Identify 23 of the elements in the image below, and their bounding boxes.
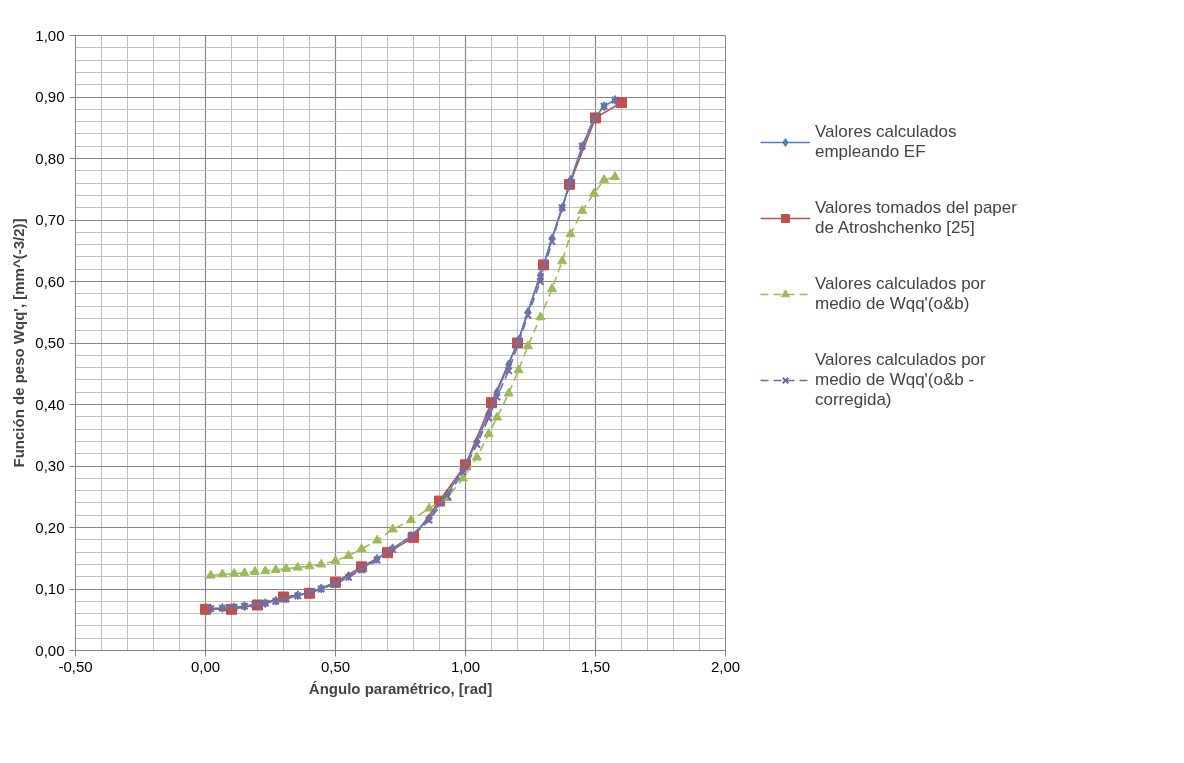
x-tick-label: 1,00	[450, 657, 481, 675]
y-tick-label: 0,50	[35, 334, 65, 351]
legend-label: Valores calculados por medio de Wqq'(o&b)	[815, 274, 986, 314]
y-tick-label: 0,80	[35, 149, 65, 167]
y-tick-label: 0,10	[35, 580, 65, 597]
legend-label: Valores tomados del paper de Atroshchenko [25]	[815, 198, 1017, 238]
x-tick-label: 2,00	[710, 657, 741, 675]
x-tick-label: 0,00	[190, 657, 221, 675]
legend-label: Valores calculados por medio de Wqq'(o&b - corregida)	[815, 350, 986, 410]
y-axis-title: Función de peso Wqq', [mm^(-3/2)]	[10, 218, 28, 468]
y-tick-label: 0,00	[35, 641, 65, 659]
x-tick-label: 0,50	[320, 657, 351, 675]
y-tick-label: 0,60	[35, 272, 65, 290]
y-tick-label: 1,00	[35, 26, 65, 44]
x-tick-label: -0,50	[58, 657, 93, 675]
y-tick-label: 0,40	[35, 395, 65, 413]
y-tick-label: 0,20	[35, 518, 65, 536]
y-tick-label: 0,90	[35, 88, 65, 105]
y-tick-label: 0,30	[35, 457, 65, 474]
legend-label: Valores calculados empleando EF	[815, 122, 957, 162]
y-tick-label: 0,70	[35, 211, 65, 228]
x-axis-title: Ángulo paramétrico, [rad]	[308, 679, 493, 697]
x-tick-label: 1,50	[580, 657, 611, 675]
